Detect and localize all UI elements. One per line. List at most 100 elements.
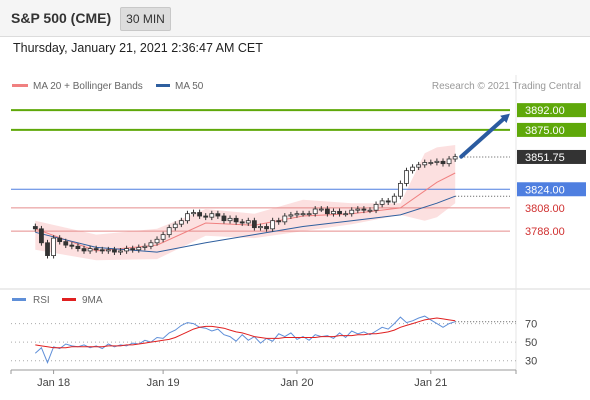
level-label-3875-00: 3875.00 [525, 125, 565, 137]
candle-down [99, 249, 105, 252]
candle-up [209, 213, 215, 218]
candle-up [166, 227, 172, 236]
candle-down [39, 228, 44, 244]
candle-up [434, 160, 440, 163]
candle-up [428, 162, 434, 164]
candle-up [410, 166, 415, 172]
candle-up [172, 223, 178, 229]
x-tick-label: Jan 19 [147, 377, 180, 389]
candle-up [118, 250, 123, 253]
level-tag-3824-00 [517, 182, 586, 197]
candle-up [446, 158, 452, 165]
candle-up [245, 220, 251, 224]
candle-up [391, 195, 397, 203]
candle-up [178, 220, 184, 225]
candle-down [361, 208, 367, 211]
rsi-tick-50: 50 [525, 337, 537, 349]
candle-down [81, 248, 87, 252]
candle-down [32, 226, 38, 230]
legend-rsi-label: RSI [33, 295, 50, 306]
candle-up [191, 212, 196, 215]
candle-up [367, 209, 373, 212]
candle-up [288, 214, 294, 217]
rsi-tick-70: 70 [525, 319, 537, 331]
candle-up [397, 183, 403, 197]
credit-text: Research © 2021 Trading Central [432, 81, 581, 92]
candle-down [75, 245, 81, 249]
candle-up [331, 210, 336, 215]
candle-up [87, 248, 93, 252]
bollinger-band [35, 145, 456, 261]
candle-up [105, 249, 111, 252]
candle-down [251, 220, 257, 229]
candle-up [373, 203, 379, 211]
forecast-arrow-shaft [459, 116, 506, 159]
legend-9ma-label: 9MA [82, 295, 103, 306]
candle-up [318, 208, 324, 211]
candle-up [160, 234, 166, 240]
x-tick-label: Jan 21 [414, 377, 447, 389]
candle-down [57, 237, 63, 243]
candle-down [239, 221, 245, 224]
candle-up [312, 208, 318, 215]
level-tag-3892-00 [517, 103, 586, 118]
legend-ma50-label: MA 50 [175, 81, 204, 92]
candle-down [197, 212, 203, 217]
level-label-3824-00: 3824.00 [525, 184, 565, 196]
rsi-line [34, 315, 456, 364]
candle-up [136, 247, 142, 251]
x-tick-label: Jan 18 [37, 377, 70, 389]
candle-up [142, 245, 148, 248]
x-tick-label: Jan 20 [280, 377, 313, 389]
instrument-title: S&P 500 (CME) [11, 10, 112, 26]
candle-up [51, 237, 56, 256]
candle-down [215, 213, 221, 217]
candle-down [324, 208, 330, 215]
candle-up [270, 220, 276, 230]
legend-ma50-swatch [156, 84, 170, 87]
candle-down [69, 244, 75, 247]
candle-down [337, 210, 342, 215]
candle-down [93, 248, 99, 251]
candle-up [416, 164, 422, 168]
candle-down [276, 220, 282, 223]
rsi-ma-line [35, 317, 456, 349]
candle-up [349, 209, 355, 215]
candle-up [300, 213, 306, 216]
candle-up [124, 248, 130, 252]
candle-down [233, 217, 239, 223]
candle-up [452, 156, 458, 160]
level-tag-3851-75 [517, 149, 586, 164]
timeframe-button[interactable]: 30 MIN [120, 7, 171, 31]
level-label-3808-00: 3808.00 [525, 203, 565, 215]
candle-up [355, 208, 361, 211]
candle-up [343, 213, 349, 216]
candle-down [112, 249, 117, 253]
legend-ma20-label: MA 20 + Bollinger Bands [33, 81, 143, 92]
candle-up [404, 170, 409, 184]
candle-up [227, 217, 233, 222]
header-bar: S&P 500 (CME) 30 MIN [0, 0, 590, 37]
rsi-tick-30: 30 [525, 356, 537, 368]
candle-up [148, 242, 154, 247]
legend-ma20-swatch [12, 84, 28, 87]
legend-9ma-swatch [62, 298, 76, 301]
candle-down [385, 200, 391, 203]
level-label-3892-00: 3892.00 [525, 105, 565, 117]
candle-up [282, 215, 288, 223]
legend-rsi-swatch [12, 298, 26, 301]
candle-down [130, 248, 136, 251]
candle-down [221, 215, 227, 222]
candle-up [185, 213, 190, 222]
candle-down [264, 226, 269, 230]
candle-up [422, 162, 428, 166]
candle-up [306, 213, 312, 216]
candle-down [45, 242, 50, 256]
level-tag-3875-00 [517, 122, 586, 137]
timestamp: Thursday, January 21, 2021 2:36:47 AM CE… [13, 41, 263, 55]
candle-down [203, 215, 209, 218]
level-label-3788-00: 3788.00 [525, 226, 565, 238]
candle-up [258, 226, 263, 229]
forecast-arrow-head [500, 113, 510, 123]
